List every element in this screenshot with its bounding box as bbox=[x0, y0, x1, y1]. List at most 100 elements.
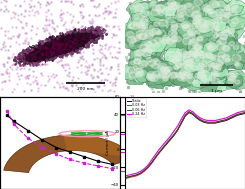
Circle shape bbox=[157, 74, 162, 78]
Circle shape bbox=[189, 39, 197, 46]
Circle shape bbox=[135, 8, 143, 14]
Circle shape bbox=[158, 66, 165, 72]
Circle shape bbox=[234, 62, 238, 65]
Circle shape bbox=[157, 9, 163, 13]
Polygon shape bbox=[149, 0, 173, 19]
Polygon shape bbox=[130, 52, 149, 67]
Polygon shape bbox=[179, 53, 199, 69]
Circle shape bbox=[135, 68, 143, 74]
Polygon shape bbox=[172, 5, 196, 24]
0.24 Hz bbox=[217, 119, 220, 121]
Circle shape bbox=[171, 26, 177, 31]
Circle shape bbox=[126, 67, 135, 73]
Polygon shape bbox=[169, 30, 181, 40]
Circle shape bbox=[194, 45, 200, 50]
Circle shape bbox=[177, 5, 186, 12]
Polygon shape bbox=[203, 41, 219, 54]
Polygon shape bbox=[182, 8, 202, 23]
Polygon shape bbox=[126, 22, 140, 34]
Polygon shape bbox=[226, 69, 245, 86]
Polygon shape bbox=[190, 41, 207, 56]
Circle shape bbox=[135, 5, 144, 11]
Circle shape bbox=[192, 6, 200, 12]
Circle shape bbox=[179, 70, 186, 75]
Polygon shape bbox=[174, 14, 191, 27]
Polygon shape bbox=[139, 39, 161, 55]
Polygon shape bbox=[192, 28, 207, 39]
0.24 Hz bbox=[158, 148, 160, 151]
Circle shape bbox=[90, 132, 96, 133]
Circle shape bbox=[149, 75, 158, 81]
Circle shape bbox=[141, 3, 148, 9]
Polygon shape bbox=[190, 0, 212, 12]
Circle shape bbox=[214, 17, 222, 23]
Polygon shape bbox=[191, 79, 202, 88]
Polygon shape bbox=[197, 22, 219, 42]
Circle shape bbox=[151, 2, 156, 6]
Circle shape bbox=[154, 43, 160, 47]
Circle shape bbox=[171, 24, 178, 29]
Polygon shape bbox=[209, 19, 227, 32]
Polygon shape bbox=[185, 2, 197, 11]
Circle shape bbox=[176, 55, 184, 62]
0.06 Hz bbox=[225, 119, 228, 121]
Circle shape bbox=[136, 68, 143, 73]
Polygon shape bbox=[233, 60, 244, 69]
Circle shape bbox=[224, 5, 229, 9]
Circle shape bbox=[139, 44, 148, 51]
Circle shape bbox=[174, 36, 181, 42]
Static bbox=[169, 139, 172, 141]
Polygon shape bbox=[151, 35, 167, 48]
0.24 Hz bbox=[165, 139, 168, 142]
Polygon shape bbox=[213, 13, 227, 23]
0.24 Hz bbox=[187, 109, 190, 111]
Circle shape bbox=[74, 132, 79, 133]
Polygon shape bbox=[167, 2, 185, 16]
Circle shape bbox=[172, 58, 177, 62]
Polygon shape bbox=[204, 7, 218, 19]
Circle shape bbox=[134, 59, 140, 64]
Circle shape bbox=[220, 16, 229, 23]
Polygon shape bbox=[169, 51, 196, 69]
Polygon shape bbox=[135, 68, 150, 83]
Circle shape bbox=[191, 23, 199, 29]
Circle shape bbox=[171, 36, 178, 42]
Polygon shape bbox=[194, 36, 208, 46]
Circle shape bbox=[184, 72, 189, 76]
Polygon shape bbox=[120, 63, 144, 81]
Polygon shape bbox=[206, 70, 225, 82]
Circle shape bbox=[235, 80, 240, 84]
Circle shape bbox=[142, 49, 147, 52]
Polygon shape bbox=[153, 29, 167, 39]
Polygon shape bbox=[190, 63, 205, 77]
Polygon shape bbox=[201, 50, 220, 66]
Polygon shape bbox=[184, 47, 207, 64]
Polygon shape bbox=[207, 15, 226, 31]
Circle shape bbox=[222, 45, 229, 50]
Circle shape bbox=[134, 59, 141, 64]
Polygon shape bbox=[145, 72, 158, 82]
Circle shape bbox=[211, 71, 216, 75]
Polygon shape bbox=[174, 46, 188, 59]
Polygon shape bbox=[173, 71, 194, 86]
0.06 Hz bbox=[128, 176, 131, 178]
Circle shape bbox=[130, 61, 135, 65]
0.24 Hz bbox=[236, 112, 239, 114]
Circle shape bbox=[126, 32, 134, 38]
Circle shape bbox=[133, 2, 140, 7]
Polygon shape bbox=[192, 14, 206, 25]
0.03 Hz bbox=[191, 112, 194, 115]
Polygon shape bbox=[126, 3, 140, 14]
Polygon shape bbox=[160, 66, 175, 76]
Circle shape bbox=[171, 22, 177, 26]
Circle shape bbox=[187, 4, 191, 7]
0.24 Hz bbox=[135, 172, 138, 174]
Polygon shape bbox=[149, 1, 173, 19]
Polygon shape bbox=[129, 5, 152, 22]
Polygon shape bbox=[220, 3, 235, 12]
Static bbox=[176, 129, 179, 131]
Polygon shape bbox=[202, 19, 217, 29]
Circle shape bbox=[192, 38, 199, 44]
Circle shape bbox=[197, 66, 202, 69]
Circle shape bbox=[211, 72, 218, 77]
